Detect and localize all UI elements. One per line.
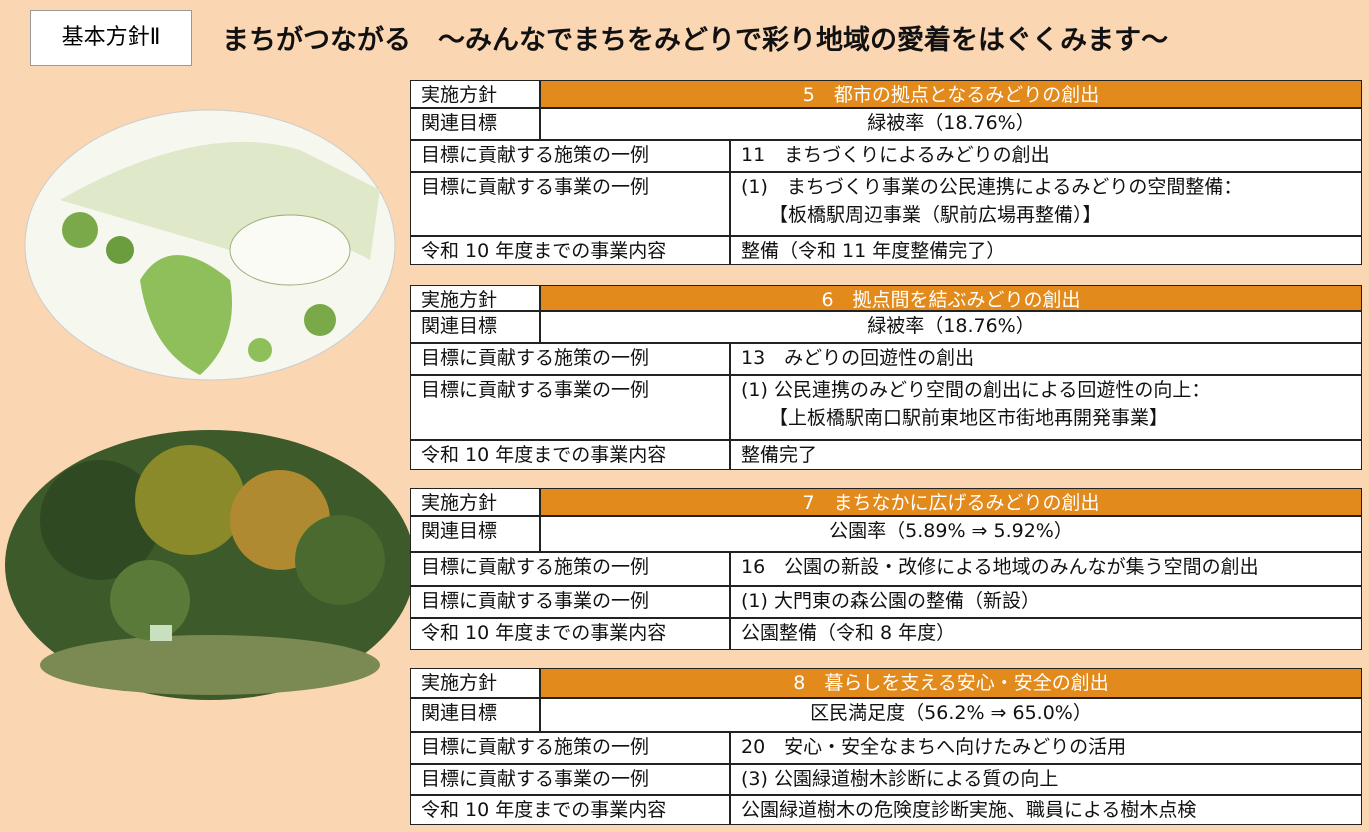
illustrations xyxy=(5,109,410,700)
content-value: 公園緑道樹木の危険度診断実施、職員による樹木点検 xyxy=(730,795,1362,825)
row-label: 実施方針 xyxy=(410,488,540,516)
cell-line: (3) 公園緑道樹木診断による質の向上 xyxy=(741,768,1059,790)
row-label: 目標に貢献する施策の一例 xyxy=(410,343,730,375)
cell-line: (1) 公民連携のみどり空間の創出による回遊性の向上： xyxy=(741,379,1211,401)
project-value: (1) 大門東の森公園の整備（新設） xyxy=(730,586,1362,618)
measure-value: 13 みどりの回遊性の創出 xyxy=(730,343,1362,375)
project-value: (1) 公民連携のみどり空間の創出による回遊性の向上： 【上板橋駅南口駅前東地区市… xyxy=(730,375,1362,440)
goal-value: 緑被率（18.76%） xyxy=(540,311,1362,343)
row-label: 目標に貢献する事業の一例 xyxy=(410,764,730,795)
row-label: 実施方針 xyxy=(410,668,540,698)
row-label: 令和 10 年度までの事業内容 xyxy=(410,795,730,825)
content-value: 整備完了 xyxy=(730,440,1362,470)
cell-line: (1) 大門東の森公園の整備（新設） xyxy=(741,590,1040,612)
row-label: 実施方針 xyxy=(410,285,540,311)
cell-line: 【板橋駅周辺事業（駅前広場再整備）】 xyxy=(769,204,1102,226)
policy-name: 8 暮らしを支える安心・安全の創出 xyxy=(540,668,1362,698)
goal-value: 区民満足度（56.2% ⇒ 65.0%） xyxy=(540,698,1362,732)
project-value: (3) 公園緑道樹木診断による質の向上 xyxy=(730,764,1362,795)
goal-value: 緑被率（18.76%） xyxy=(540,108,1362,140)
row-label: 関連目標 xyxy=(410,698,540,732)
row-label: 目標に貢献する施策の一例 xyxy=(410,732,730,764)
row-label: 関連目標 xyxy=(410,108,540,140)
goal-value: 公園率（5.89% ⇒ 5.92%） xyxy=(540,516,1362,552)
measure-value: 11 まちづくりによるみどりの創出 xyxy=(730,140,1362,172)
measure-value: 16 公園の新設・改修による地域のみんなが集う空間の創出 xyxy=(730,552,1362,586)
row-label: 令和 10 年度までの事業内容 xyxy=(410,618,730,650)
cell-line: 【上板橋駅南口駅前東地区市街地再開発事業】 xyxy=(769,407,1169,429)
section-label: 基本方針Ⅱ xyxy=(30,10,192,66)
page-title: まちがつながる ～みんなでまちをみどりで彩り地域の愛着をはぐくみます～ xyxy=(222,25,1169,56)
policy-name: 5 都市の拠点となるみどりの創出 xyxy=(540,80,1362,108)
row-label: 目標に貢献する事業の一例 xyxy=(410,586,730,618)
cell-line: (1) まちづくり事業の公民連携によるみどりの空間整備： xyxy=(741,176,1243,198)
content-value: 整備（令和 11 年度整備完了） xyxy=(730,236,1362,265)
row-label: 目標に貢献する事業の一例 xyxy=(410,375,730,440)
row-label: 関連目標 xyxy=(410,516,540,552)
row-label: 目標に貢献する事業の一例 xyxy=(410,172,730,236)
row-label: 令和 10 年度までの事業内容 xyxy=(410,440,730,470)
policy-name: 6 拠点間を結ぶみどりの創出 xyxy=(540,285,1362,311)
row-label: 目標に貢献する施策の一例 xyxy=(410,140,730,172)
policy-name: 7 まちなかに広げるみどりの創出 xyxy=(540,488,1362,516)
project-value: (1) まちづくり事業の公民連携によるみどりの空間整備： 【板橋駅周辺事業（駅前広… xyxy=(730,172,1362,236)
measure-value: 20 安心・安全なまちへ向けたみどりの活用 xyxy=(730,732,1362,764)
content-value: 公園整備（令和 8 年度） xyxy=(730,618,1362,650)
row-label: 関連目標 xyxy=(410,311,540,343)
row-label: 実施方針 xyxy=(410,80,540,108)
row-label: 令和 10 年度までの事業内容 xyxy=(410,236,730,265)
row-label: 目標に貢献する施策の一例 xyxy=(410,552,730,586)
